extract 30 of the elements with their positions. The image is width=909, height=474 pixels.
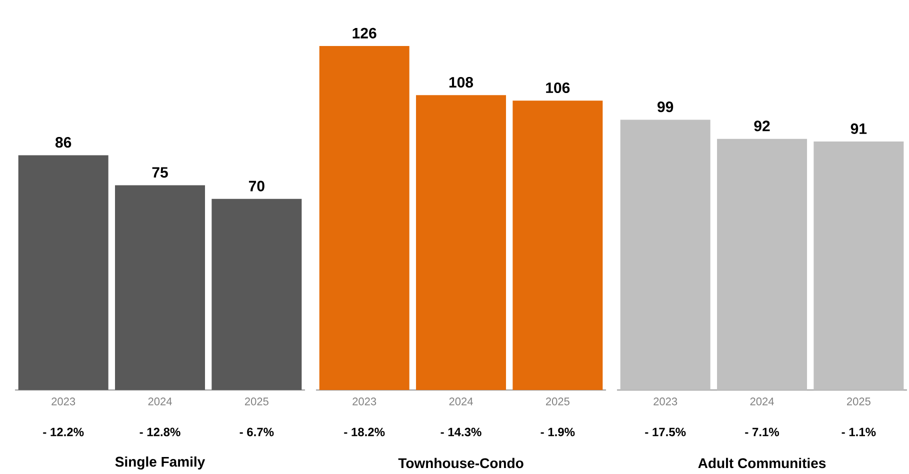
text: - 7.1% <box>745 428 780 436</box>
x-axis-title: Townhouse-Condo <box>398 458 524 468</box>
data-label: 70 <box>248 180 264 192</box>
data-label: 86 <box>55 137 72 148</box>
x-tick-label: 2023 <box>52 398 76 406</box>
x-tick-label: 2024 <box>750 398 774 406</box>
text: - 14.3% <box>440 428 482 436</box>
x-tick-label: 2024 <box>148 398 172 406</box>
data-label: 106 <box>546 82 570 94</box>
x-axis-title: Adult Communities <box>698 458 826 468</box>
text: - 12.2% <box>43 428 84 436</box>
x-tick-label: 2024 <box>449 398 473 406</box>
text: - 6.7% <box>240 428 274 436</box>
data-label: 92 <box>754 120 770 132</box>
x-tick-label: 2025 <box>846 398 870 406</box>
data-label: 99 <box>658 102 674 112</box>
text: - 1.1% <box>842 428 876 436</box>
text: - 1.9% <box>540 428 575 436</box>
x-tick-label: 2023 <box>352 398 376 406</box>
x-tick-label: 2025 <box>244 398 268 406</box>
text: - 18.2% <box>344 428 385 436</box>
text: - 12.8% <box>140 428 180 436</box>
data-label: 91 <box>850 123 867 134</box>
x-axis-title: Single Family <box>115 456 206 470</box>
text: - 17.5% <box>645 428 686 436</box>
data-label: 126 <box>352 28 376 38</box>
x-tick-label: 2023 <box>654 398 678 406</box>
x-tick-label: 2025 <box>546 398 570 406</box>
data-label: 108 <box>449 76 474 88</box>
data-label: 75 <box>152 167 168 178</box>
